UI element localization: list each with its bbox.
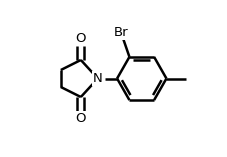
Text: N: N [93, 72, 102, 85]
Text: Br: Br [113, 26, 128, 39]
Text: O: O [75, 32, 86, 45]
Text: O: O [75, 112, 86, 125]
